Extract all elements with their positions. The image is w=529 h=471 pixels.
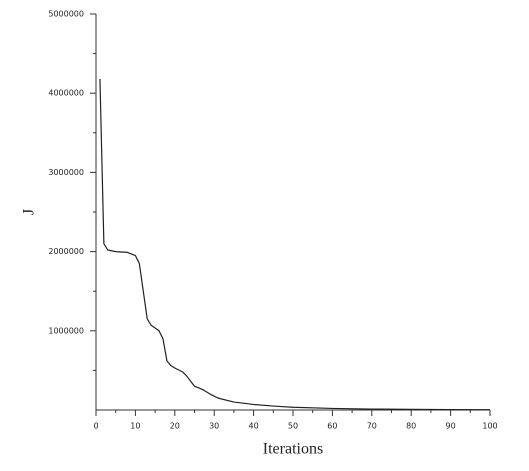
y-tick-label: 4000000: [48, 89, 84, 98]
x-tick-label: 40: [249, 422, 259, 431]
x-tick-label: 100: [482, 422, 497, 431]
data-line: [99, 78, 491, 411]
x-tick-label: 90: [446, 422, 456, 431]
x-tick-label: 10: [130, 422, 140, 431]
x-tick-label: 0: [93, 422, 98, 431]
y-tick-label: 2000000: [48, 247, 84, 256]
x-tick-label: 80: [406, 422, 416, 431]
x-tick-label: 50: [288, 422, 298, 431]
x-tick-label: 60: [327, 422, 337, 431]
x-tick-label: 30: [209, 422, 219, 431]
y-tick-label: 3000000: [48, 168, 84, 177]
y-tick-label: 1000000: [48, 326, 84, 335]
x-tick-label: 20: [170, 422, 180, 431]
x-tick-label: 70: [367, 422, 377, 431]
y-axis-label: J: [21, 209, 38, 215]
y-tick-label: 5000000: [48, 10, 84, 19]
x-axis-label: Iterations: [263, 441, 323, 458]
